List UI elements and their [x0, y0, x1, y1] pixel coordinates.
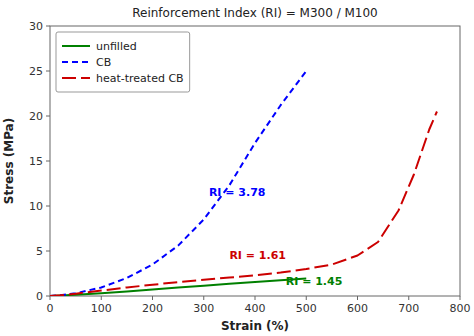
tick-mark [357, 296, 358, 300]
x-axis-label: Strain (%) [221, 319, 289, 333]
tick-label: 20 [29, 110, 43, 123]
annotations: RI = 1.45 RI = 3.78 RI = 1.61 [209, 186, 342, 288]
title: Reinforcement Index (RI) = M300 / M100 [132, 6, 378, 20]
tick-label: 0 [47, 302, 54, 315]
legend-label: unfilled [96, 40, 137, 53]
tick-label: 500 [296, 302, 317, 315]
tick-label: 800 [450, 302, 471, 315]
annotation: RI = 1.45 [286, 275, 343, 288]
lines [50, 71, 437, 296]
tick-label: 400 [245, 302, 266, 315]
line [50, 71, 306, 296]
tick-label: 700 [398, 302, 419, 315]
legend-label: CB [96, 56, 111, 69]
x-axis: 0 100 200 300 400 500 600 700 800 [47, 296, 471, 315]
tick-label: 30 [29, 20, 43, 33]
annotation: RI = 1.61 [229, 249, 286, 262]
tick-mark [46, 251, 50, 252]
line [50, 278, 306, 296]
tick-label: 600 [347, 302, 368, 315]
legend: unfilled CB heat-treated CB [56, 32, 190, 92]
chart: 0 100 200 300 400 500 600 700 800 0 5 10 15 20 25 30 Str… [0, 0, 474, 336]
legend-swatch [62, 61, 90, 63]
tick-mark [46, 26, 50, 27]
tick-mark [46, 161, 50, 162]
tick-mark [203, 296, 204, 300]
tick-mark [255, 296, 256, 300]
tick-label: 15 [29, 155, 43, 168]
tick-mark [460, 296, 461, 300]
y-axis: 0 5 10 15 20 25 30 [29, 20, 50, 303]
tick-label: 100 [91, 302, 112, 315]
tick-label: 10 [29, 200, 43, 213]
legend-box [56, 32, 190, 92]
tick-label: 5 [36, 245, 43, 258]
annotation: RI = 3.78 [209, 186, 266, 199]
tick-mark [46, 296, 50, 297]
tick-mark [306, 296, 307, 300]
legend-label: heat-treated CB [96, 72, 184, 85]
tick-label: 0 [36, 290, 43, 303]
legend-swatch [62, 45, 90, 47]
tick-label: 25 [29, 65, 43, 78]
plot-frame [50, 26, 460, 296]
line [50, 112, 437, 297]
tick-mark [46, 206, 50, 207]
tick-mark [101, 296, 102, 300]
y-axis-label: Stress (MPa) [2, 118, 16, 204]
tick-mark [46, 116, 50, 117]
tick-mark [408, 296, 409, 300]
tick-mark [152, 296, 153, 300]
tick-label: 200 [142, 302, 163, 315]
tick-mark [50, 296, 51, 300]
tick-label: 300 [193, 302, 214, 315]
background [0, 0, 474, 336]
legend-swatch [62, 77, 90, 79]
tick-mark [46, 71, 50, 72]
